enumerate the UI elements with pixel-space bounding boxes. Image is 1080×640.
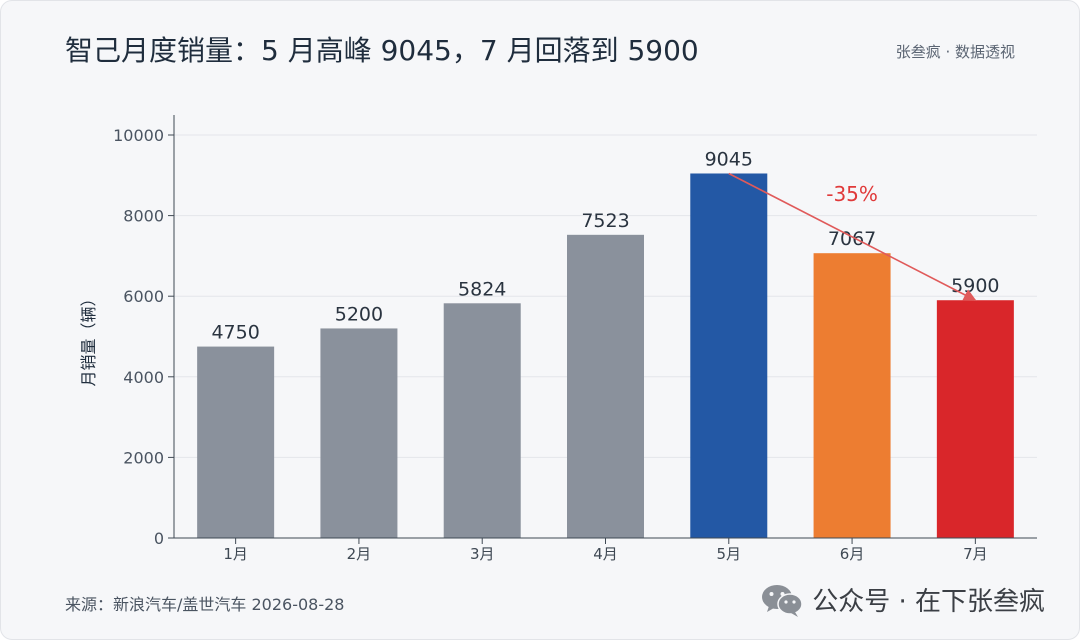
bar-4月 (567, 234, 644, 538)
chart-title: 智己月度销量：5 月高峰 9045，7 月回落到 5900 (65, 34, 699, 67)
x-tick-label-7月: 7月 (963, 545, 988, 563)
watermark: 公众号 · 在下张叁疯 (760, 581, 1045, 618)
y-tick-label-4000: 4000 (123, 368, 164, 387)
drop-arrow (728, 172, 977, 301)
watermark-text: 公众号 · 在下张叁疯 (812, 587, 1045, 617)
x-tick-label-5月: 5月 (717, 545, 742, 563)
data-label-6月: 7067 (828, 228, 876, 250)
bar-1月 (197, 346, 275, 538)
bar-2月 (320, 328, 398, 538)
bar-3月 (443, 303, 521, 538)
y-tick-label-10000: 10000 (113, 126, 164, 145)
bar-5月 (690, 173, 768, 538)
x-tick-label-4月: 4月 (593, 545, 618, 563)
wechat-icon (762, 584, 803, 617)
x-tick-label-1月: 1月 (223, 545, 248, 563)
annotation-layer: -35% (728, 172, 977, 301)
bar-6月 (813, 253, 891, 539)
y-tick-label-8000: 8000 (123, 207, 164, 226)
data-label-3月: 5824 (458, 278, 506, 300)
data-label-5月: 9045 (705, 148, 753, 170)
brand-label: 张叁疯 · 数据透视 (895, 43, 1015, 61)
y-axis-label: 月销量（辆） (79, 290, 98, 386)
drop-percent-label: -35% (826, 182, 878, 206)
y-tick-label-6000: 6000 (123, 287, 164, 306)
y-tick-label-2000: 2000 (123, 448, 164, 467)
axis-layer: 0 2000 4000 6000 8000 10000 月销量（辆） 1月 2月 3月 4月 5月 6月… (79, 115, 1037, 563)
y-tick-label-0: 0 (154, 529, 164, 548)
data-label-1月: 4750 (211, 322, 259, 344)
data-label-4月: 7523 (581, 210, 629, 232)
label-layer: 4750 5200 5824 7523 9045 7067 5900 (211, 148, 999, 343)
data-label-2月: 5200 (335, 303, 383, 325)
data-label-7月: 5900 (951, 275, 999, 297)
bar-layer (197, 173, 1014, 539)
bar-7月 (936, 300, 1014, 538)
x-tick-label-2月: 2月 (347, 545, 372, 563)
x-tick-label-3月: 3月 (470, 545, 495, 563)
source-note: 来源：新浪汽车/盖世汽车 2026-08-28 (65, 595, 345, 614)
x-tick-label-6月: 6月 (840, 545, 865, 563)
